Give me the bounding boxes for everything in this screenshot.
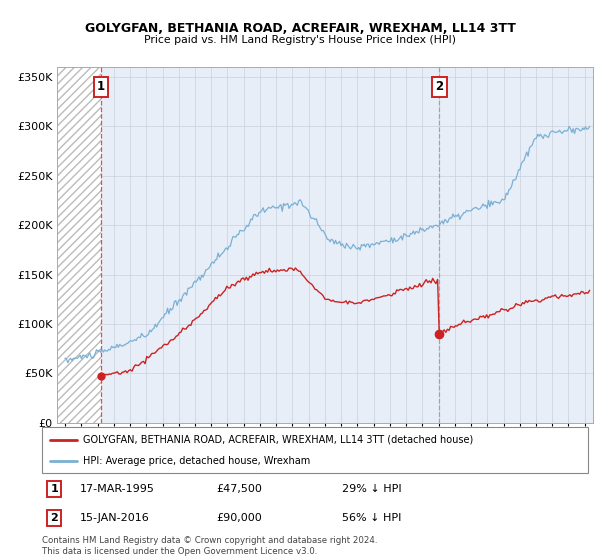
Text: 1: 1 bbox=[97, 81, 105, 94]
Text: 2: 2 bbox=[50, 513, 58, 523]
Text: £90,000: £90,000 bbox=[217, 513, 262, 523]
Text: 1: 1 bbox=[50, 484, 58, 494]
Text: Contains HM Land Registry data © Crown copyright and database right 2024.
This d: Contains HM Land Registry data © Crown c… bbox=[42, 536, 377, 556]
Text: £47,500: £47,500 bbox=[217, 484, 263, 494]
Text: 29% ↓ HPI: 29% ↓ HPI bbox=[342, 484, 402, 494]
Text: 15-JAN-2016: 15-JAN-2016 bbox=[80, 513, 150, 523]
FancyBboxPatch shape bbox=[42, 427, 588, 473]
Text: GOLYGFAN, BETHANIA ROAD, ACREFAIR, WREXHAM, LL14 3TT (detached house): GOLYGFAN, BETHANIA ROAD, ACREFAIR, WREXH… bbox=[83, 435, 473, 445]
Bar bbox=[57, 67, 101, 423]
Text: Price paid vs. HM Land Registry's House Price Index (HPI): Price paid vs. HM Land Registry's House … bbox=[144, 35, 456, 45]
Text: 56% ↓ HPI: 56% ↓ HPI bbox=[342, 513, 401, 523]
Text: 17-MAR-1995: 17-MAR-1995 bbox=[80, 484, 155, 494]
Text: HPI: Average price, detached house, Wrexham: HPI: Average price, detached house, Wrex… bbox=[83, 456, 310, 466]
Bar bbox=[57, 67, 101, 423]
Text: 2: 2 bbox=[435, 81, 443, 94]
Text: GOLYGFAN, BETHANIA ROAD, ACREFAIR, WREXHAM, LL14 3TT: GOLYGFAN, BETHANIA ROAD, ACREFAIR, WREXH… bbox=[85, 22, 515, 35]
